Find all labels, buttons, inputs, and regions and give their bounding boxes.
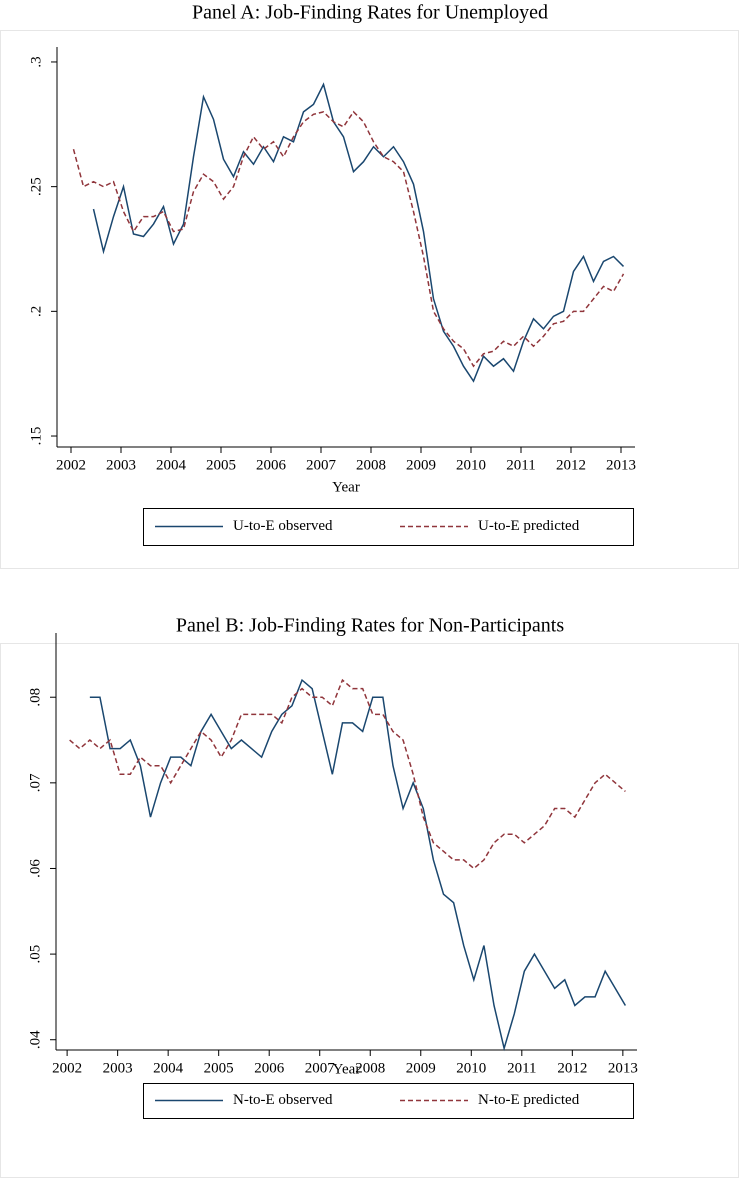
x-axis-label: Year [332, 479, 360, 495]
x-tick-label: 2013 [608, 1060, 638, 1076]
x-tick-label: 2006 [254, 1060, 285, 1076]
y-tick-label: .08 [27, 688, 43, 707]
legend-label: U-to-E observed [233, 518, 333, 534]
series-line [89, 678, 627, 1052]
panel-frame [0, 643, 739, 1178]
x-tick-label: 2005 [206, 457, 236, 473]
x-tick-label: 2006 [256, 457, 287, 473]
x-tick-label: 2010 [456, 1060, 486, 1076]
x-tick-label: 2003 [106, 457, 136, 473]
x-tick-label: 2009 [406, 1060, 436, 1076]
x-tick-label: 2002 [52, 1060, 82, 1076]
x-tick-label: 2007 [305, 1060, 336, 1076]
x-tick-label: 2009 [406, 457, 436, 473]
x-tick-label: 2004 [156, 457, 187, 473]
y-tick-label: .05 [27, 945, 43, 964]
legend-box [143, 508, 634, 546]
x-tick-label: 2007 [306, 457, 337, 473]
x-tick-label: 2005 [204, 1060, 234, 1076]
y-tick-label: .25 [28, 177, 44, 196]
y-tick-label: .07 [27, 773, 43, 792]
x-tick-label: 2008 [355, 1060, 385, 1076]
series-line [69, 678, 626, 870]
y-tick-label: .15 [28, 427, 44, 446]
legend-label: N-to-E observed [233, 1092, 333, 1108]
x-tick-label: 2002 [56, 457, 86, 473]
x-axis-label: Year [333, 1061, 361, 1077]
chart-title: Panel B: Job-Finding Rates for Non-Parti… [176, 615, 565, 637]
chart-title: Panel A: Job-Finding Rates for Unemploye… [192, 2, 548, 24]
x-tick-label: 2010 [456, 457, 486, 473]
y-tick-label: .04 [27, 1030, 43, 1049]
legend-label: U-to-E predicted [478, 518, 580, 534]
x-tick-label: 2012 [557, 1060, 587, 1076]
series-line [92, 82, 625, 383]
x-tick-label: 2013 [606, 457, 636, 473]
x-tick-label: 2003 [103, 1060, 133, 1076]
y-tick-label: .3 [28, 56, 44, 67]
x-tick-label: 2011 [506, 457, 535, 473]
legend-label: N-to-E predicted [478, 1092, 580, 1108]
series-line [72, 110, 625, 368]
y-tick-label: .2 [28, 306, 44, 317]
x-tick-label: 2008 [356, 457, 386, 473]
x-tick-label: 2011 [507, 1060, 536, 1076]
y-tick-label: .06 [27, 859, 43, 878]
x-tick-label: 2012 [556, 457, 586, 473]
legend-box [143, 1083, 634, 1119]
x-tick-label: 2004 [153, 1060, 184, 1076]
panel-frame [0, 30, 739, 569]
